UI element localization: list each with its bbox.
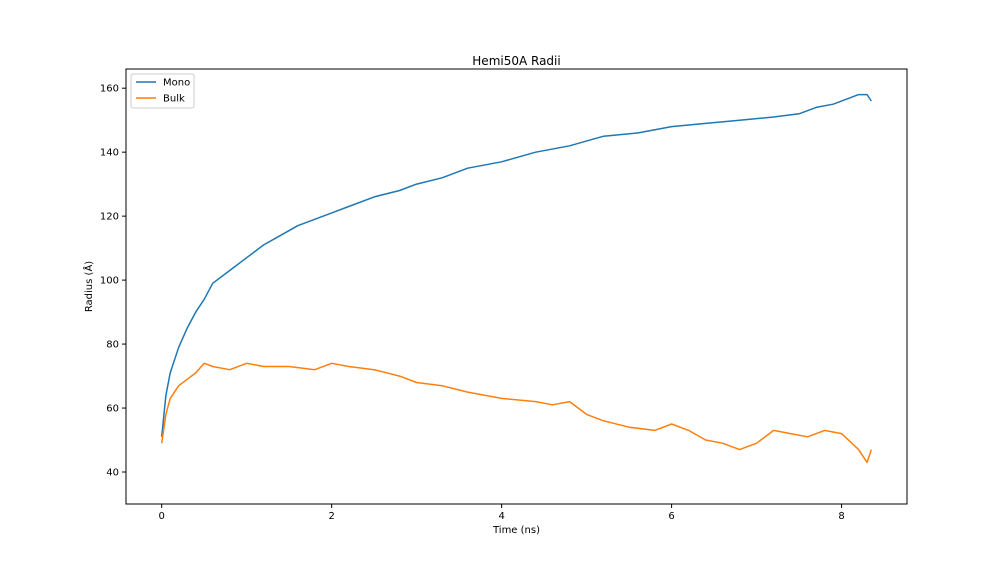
x-tick-label: 6	[668, 511, 674, 522]
series-line-mono	[160, 93, 872, 437]
y-tick-label: 120	[100, 212, 119, 223]
x-tick-label: 4	[498, 511, 504, 522]
x-tick-label: 2	[328, 511, 334, 522]
y-tick-label: 100	[100, 276, 119, 287]
series-layer	[160, 93, 873, 464]
plot-frame	[125, 68, 908, 505]
y-tick-label: 60	[106, 404, 119, 415]
legend-label-mono: Mono	[163, 78, 190, 89]
x-axis-label: Time (ns)	[492, 525, 540, 536]
y-tick-label: 80	[106, 340, 119, 351]
y-tick-label: 160	[100, 84, 119, 95]
y-axis: 40 60 80 100 120 140 160	[100, 84, 126, 479]
legend: Mono Bulk	[130, 73, 195, 109]
x-tick-label: 0	[159, 511, 165, 522]
y-axis-label: Radius (Å)	[82, 261, 95, 312]
x-axis: 0 2 4 6 8	[159, 504, 845, 522]
y-tick-label: 40	[106, 468, 119, 479]
legend-label-bulk: Bulk	[163, 94, 185, 105]
series-line-bulk	[160, 362, 873, 464]
x-tick-label: 8	[838, 511, 844, 522]
chart-title: Hemi50A Radii	[472, 54, 560, 68]
y-tick-label: 140	[100, 148, 119, 159]
